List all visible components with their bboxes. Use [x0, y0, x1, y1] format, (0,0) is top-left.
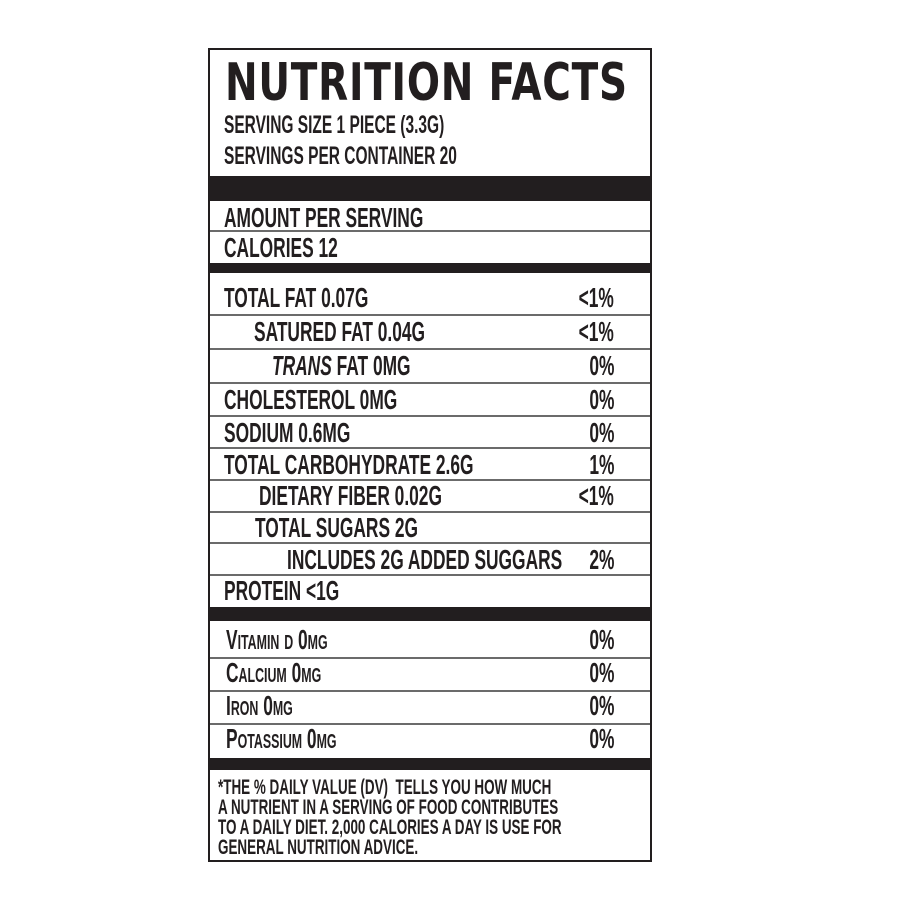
nutrient-row-trans-fat: TRANS FAT 0MG	[272, 350, 411, 381]
dv-value-vitamin-d: 0%	[588, 624, 614, 655]
thin-divider	[210, 415, 650, 417]
footnote-line-4: GENERAL NUTRITION ADVICE.	[218, 836, 419, 859]
vitamin-row-iron: Iron 0mg	[226, 690, 293, 721]
thick-separator-bar	[210, 263, 650, 273]
thick-separator-bar	[210, 176, 650, 201]
vitamin-row-calcium: Calcium 0mg	[226, 657, 322, 688]
thin-divider	[210, 314, 650, 316]
thin-divider	[210, 382, 650, 384]
calories-row: CALORIES 12	[224, 232, 338, 263]
thick-separator-bar	[210, 758, 650, 770]
dv-value-added-sugars: 2%	[588, 544, 614, 575]
vitamin-row-potassium: Potassium 0mg	[226, 723, 337, 754]
nutrient-row-added-sugars: INCLUDES 2G ADDED SUGGARS	[287, 544, 563, 575]
thick-separator-bar	[210, 607, 650, 621]
dv-value-dietary-fiber: <1%	[578, 480, 614, 511]
dv-value-potassium: 0%	[588, 723, 614, 754]
thin-divider	[210, 479, 650, 481]
nutrient-row-total-sugars: TOTAL SUGARS 2G	[255, 512, 419, 543]
nutrient-row-sodium: SODIUM 0.6MG	[224, 417, 351, 448]
nutrient-row-cholesterol: CHOLESTEROL 0MG	[224, 384, 398, 415]
dv-value-iron: 0%	[588, 690, 614, 721]
thin-divider	[210, 447, 650, 449]
nutrition-facts-label: NUTRITION FACTS SERVING SIZE 1 PIECE (3.…	[208, 48, 652, 862]
dv-value-total-carbohydrate: 1%	[588, 449, 614, 480]
amount-per-serving: AMOUNT PER SERVING	[224, 202, 424, 233]
thin-divider	[210, 574, 650, 576]
thin-divider	[210, 511, 650, 513]
trans-italic-word: TRANS	[272, 350, 332, 381]
thin-divider	[210, 542, 650, 544]
dv-value-total-fat: <1%	[578, 282, 614, 313]
dv-value-calcium: 0%	[588, 657, 614, 688]
label-title-text: NUTRITION FACTS	[225, 53, 628, 113]
thin-divider	[210, 657, 650, 659]
dv-value-sodium: 0%	[588, 417, 614, 448]
thin-divider	[210, 348, 650, 350]
nutrient-row-saturated-fat: SATURED FAT 0.04G	[254, 316, 426, 347]
vitamin-row-vitamin-d: Vitamin D 0mg	[226, 624, 328, 655]
nutrient-row-protein: PROTEIN <1G	[224, 575, 340, 606]
footnote-line-1: *THE % DAILY VALUE (DV) TELLS YOU HOW MU…	[218, 776, 552, 799]
thin-divider	[210, 723, 650, 725]
nutrient-row-dietary-fiber: DIETARY FIBER 0.02G	[259, 480, 442, 511]
nutrient-row-total-carbohydrate: TOTAL CARBOHYDRATE 2.6G	[224, 449, 474, 480]
thin-divider	[210, 690, 650, 692]
nutrient-row-total-fat: TOTAL FAT 0.07G	[224, 282, 369, 313]
dv-value-cholesterol: 0%	[588, 384, 614, 415]
label-title: NUTRITION FACTS	[225, 53, 762, 113]
serving-size: SERVING SIZE 1 PIECE (3.3G)	[224, 110, 445, 139]
servings-per-container: SERVINGS PER CONTAINER 20	[224, 141, 457, 170]
thin-divider	[210, 230, 650, 232]
footnote-line-3: TO A DAILY DIET. 2,000 CALORIES A DAY IS…	[218, 816, 562, 839]
footnote-line-2: A NUTRIENT IN A SERVING OF FOOD CONTRIBU…	[218, 796, 559, 819]
dv-value-saturated-fat: <1%	[578, 316, 614, 347]
dv-value-trans-fat: 0%	[588, 350, 614, 381]
